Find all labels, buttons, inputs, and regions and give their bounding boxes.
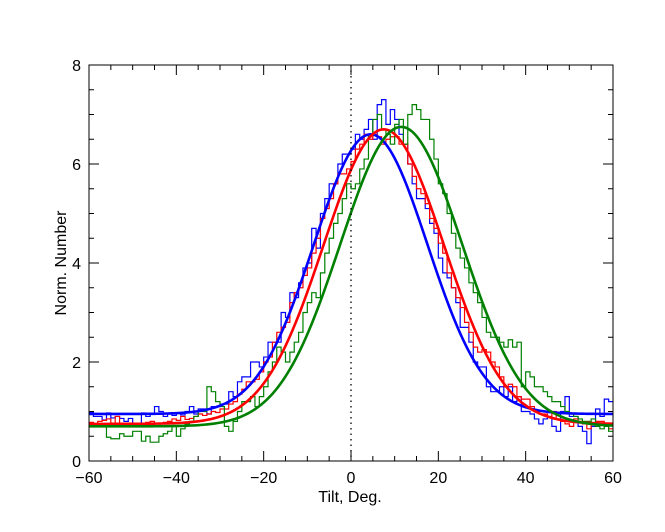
series-layer <box>89 99 613 445</box>
x-tick-label: 40 <box>517 470 535 487</box>
y-tick-label: 2 <box>72 355 81 372</box>
histogram-green <box>89 104 613 443</box>
axes-layer: −60 −40 −20 0 20 40 60 0 2 4 6 8 <box>72 58 622 487</box>
x-tick-label: −60 <box>75 470 102 487</box>
y-tick-label: 6 <box>72 157 81 174</box>
x-tick-label: 20 <box>429 470 447 487</box>
y-tick-label: 4 <box>72 256 81 273</box>
x-tick-label: −40 <box>163 470 190 487</box>
plot-area <box>89 99 613 445</box>
fit-curve-green <box>89 125 613 428</box>
x-axis-label: Tilt, Deg. <box>318 489 381 506</box>
x-tick-label: −20 <box>250 470 277 487</box>
y-axis-label: Norm. Number <box>53 210 70 316</box>
fit-curve-blue <box>89 132 613 416</box>
x-tick-label: 60 <box>604 470 622 487</box>
x-tick-label: 0 <box>347 470 356 487</box>
y-tick-label: 8 <box>72 58 81 75</box>
histogram-blue <box>89 99 613 445</box>
y-tick-label: 0 <box>72 454 81 471</box>
